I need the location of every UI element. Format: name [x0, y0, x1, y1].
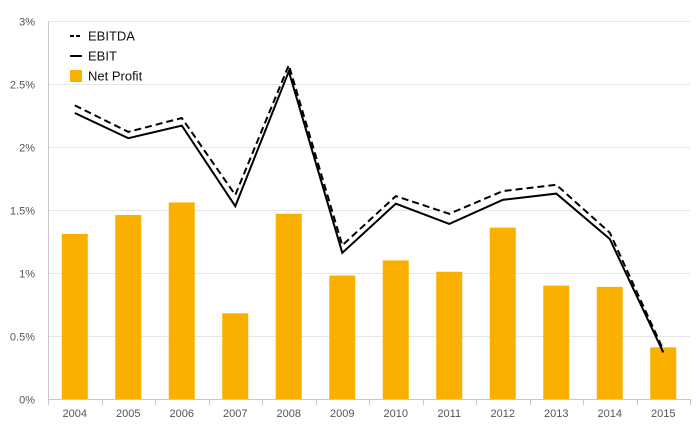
x-tick-label-2014: 2014: [598, 408, 622, 420]
bar-net-profit-2005: [115, 215, 142, 399]
y-tick-label-2: 1%: [19, 269, 35, 281]
x-tick-label-2005: 2005: [116, 408, 140, 420]
x-tick-label-2013: 2013: [544, 408, 568, 420]
bar-net-profit-2008: [275, 213, 302, 399]
legend-label-net-profit: Net Profit: [88, 69, 143, 84]
bar-net-profit-2004: [61, 233, 88, 399]
line-ebit: [74, 68, 665, 353]
bar-net-profit-2007: [222, 313, 249, 399]
legend-label-ebitda: EBITDA: [88, 29, 135, 44]
gridlines: [48, 21, 690, 337]
legend: EBITDA EBIT Net Profit: [70, 29, 143, 84]
line-series: [74, 62, 665, 353]
bar-net-profit-2013: [543, 285, 570, 399]
x-tick-label-2007: 2007: [223, 408, 247, 420]
x-tick-label-2015: 2015: [651, 408, 675, 420]
x-tick-label-2011: 2011: [437, 408, 461, 420]
bar-net-profit-2006: [168, 202, 195, 399]
x-tick-label-2008: 2008: [277, 408, 301, 420]
legend-swatch-net-profit: [70, 70, 82, 82]
bar-net-profit-2014: [596, 286, 623, 399]
y-tick-label-0: 0%: [19, 395, 35, 407]
x-tick-label-2010: 2010: [384, 408, 408, 420]
net-profit-bars: [61, 202, 677, 399]
y-tick-label-5: 2.5%: [10, 80, 35, 92]
y-tick-label-4: 2%: [19, 143, 35, 155]
bar-net-profit-2015: [650, 347, 677, 399]
y-tick-label-1: 0.5%: [10, 332, 35, 344]
bar-net-profit-2010: [382, 260, 409, 399]
x-tick-label-2006: 2006: [170, 408, 194, 420]
bar-net-profit-2012: [489, 227, 516, 399]
legend-label-ebit: EBIT: [88, 49, 117, 64]
y-tick-label-3: 1.5%: [10, 206, 35, 218]
bar-net-profit-2011: [436, 271, 463, 399]
x-tick-label-2009: 2009: [330, 408, 354, 420]
bar-net-profit-2009: [329, 275, 356, 399]
y-tick-label-6: 3%: [19, 17, 35, 29]
axes: 0% 0.5% 1% 1.5% 2% 2.5% 3% 2004 2005 2006 2007 2008…: [10, 17, 691, 420]
x-tick-label-2012: 2012: [491, 408, 515, 420]
line-ebitda: [74, 62, 665, 351]
x-tick-label-2004: 2004: [63, 408, 87, 420]
